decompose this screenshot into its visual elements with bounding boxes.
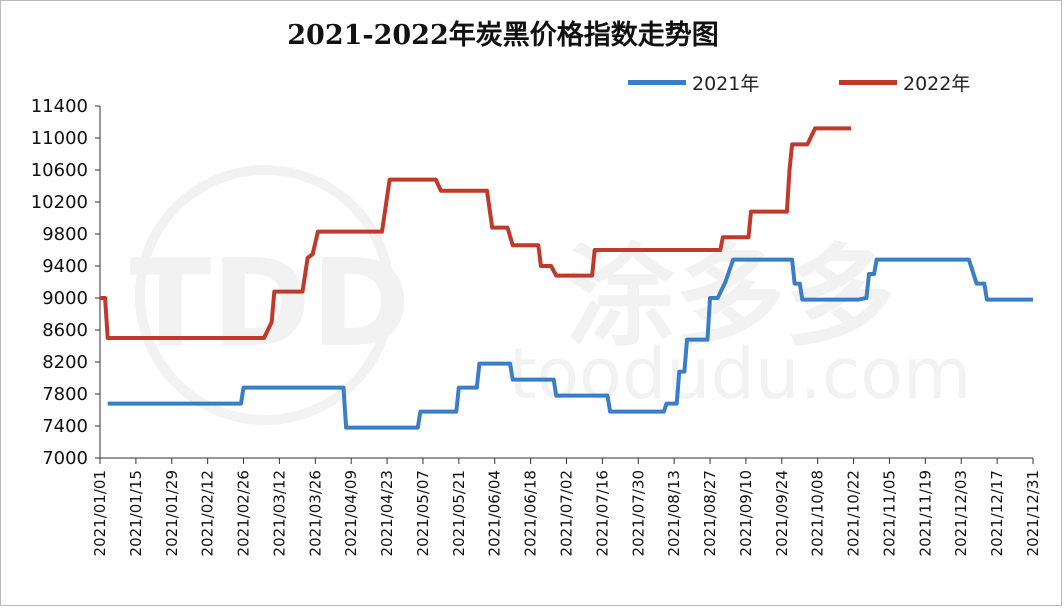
- y-tick-label: 9000: [42, 288, 88, 309]
- x-tick-label: 2021/06/04: [486, 470, 504, 556]
- y-tick-label: 8200: [42, 352, 88, 373]
- x-tick-label: 2021/11/19: [916, 470, 934, 556]
- x-tick-label: 2021/03/12: [270, 470, 288, 556]
- x-tick-label: 2021/09/24: [773, 470, 791, 556]
- x-tick-label: 2021/01/01: [91, 470, 109, 556]
- watermark-brand-text: 涂多多: [565, 233, 895, 361]
- x-tick-label: 2021/05/21: [450, 470, 468, 556]
- x-tick-label: 2021/08/27: [701, 470, 719, 556]
- x-tick-label: 2021/10/08: [809, 470, 827, 556]
- x-tick-label: 2021/12/31: [1024, 470, 1042, 556]
- y-tick-label: 9400: [42, 256, 88, 277]
- watermark: TDD 涂多多 toodudu.com: [129, 165, 971, 425]
- y-tick-label: 10600: [31, 160, 88, 181]
- x-tick-label: 2021/01/15: [127, 470, 145, 556]
- y-tick-label: 7800: [42, 384, 88, 405]
- x-tick-label: 2021/02/12: [199, 470, 217, 556]
- watermark-url-text: toodudu.com: [509, 333, 971, 415]
- watermark-logo-text: TDD: [129, 235, 410, 374]
- legend-item-2021: 2021年: [628, 67, 759, 97]
- x-tick-label: 2021/12/03: [952, 470, 970, 556]
- x-tick-label: 2021/11/05: [880, 470, 898, 556]
- legend: 2021年 2022年: [1, 67, 1064, 97]
- y-tick-label: 11400: [31, 96, 88, 117]
- legend-item-2022: 2022年: [839, 67, 970, 97]
- chart-title: 2021-2022年炭黑价格指数走势图: [287, 20, 719, 51]
- series-line-2022: [100, 126, 851, 340]
- x-tick-label: 2021/09/10: [737, 470, 755, 556]
- x-tick-label: 2021/07/30: [629, 470, 647, 556]
- legend-swatch-2021: [628, 79, 686, 85]
- series-layer: [100, 126, 1033, 430]
- y-tick-label: 9800: [42, 224, 88, 245]
- x-tick-label: 2021/04/09: [342, 470, 360, 556]
- x-tick-label: 2021/03/26: [306, 470, 324, 556]
- x-tick-label: 2021/08/13: [665, 470, 683, 556]
- x-tick-label: 2021/01/29: [163, 470, 181, 556]
- x-tick-label: 2021/05/07: [414, 470, 432, 556]
- y-tick-label: 7000: [42, 448, 88, 469]
- x-tick-label: 2021/10/22: [845, 470, 863, 556]
- y-tick-label: 10200: [31, 192, 88, 213]
- watermark-circle: [135, 165, 395, 425]
- y-tick-label: 8600: [42, 320, 88, 341]
- x-tick-label: 2021/06/18: [522, 470, 540, 556]
- x-tick-label: 2021/04/23: [378, 470, 396, 556]
- y-tick-label: 7400: [42, 416, 88, 437]
- x-tick-label: 2021/07/16: [593, 470, 611, 556]
- x-tick-label: 2021/02/26: [235, 470, 253, 556]
- legend-label-2021: 2021年: [692, 72, 760, 95]
- legend-label-2022: 2022年: [903, 72, 971, 95]
- axes: 7000 7400 7800 8200 8600 9000 9400 9800 10200 106…: [31, 96, 1042, 556]
- legend-swatch-2022: [839, 79, 897, 85]
- y-tick-label: 11000: [31, 128, 88, 149]
- x-tick-label: 2021/12/17: [988, 470, 1006, 556]
- series-line-2021: [107, 257, 1033, 430]
- x-tick-label: 2021/07/02: [558, 470, 576, 556]
